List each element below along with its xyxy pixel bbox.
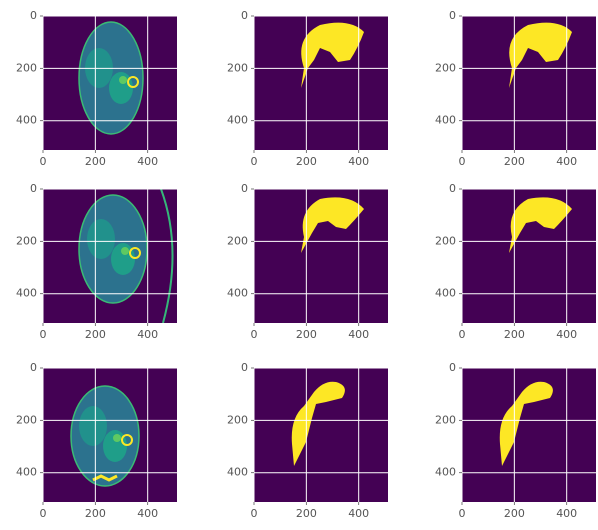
axes: 0 200 400 0 200 400 bbox=[16, 9, 177, 168]
x-tick-label: 200 bbox=[504, 155, 525, 168]
bowel bbox=[93, 476, 117, 480]
kidney bbox=[119, 76, 127, 84]
y-tick-label: 200 bbox=[227, 413, 248, 426]
figure: 0 200 400 0 200 400 0 200 400 0 200 400 0 200 400 0 200 4… bbox=[0, 0, 598, 530]
x-tick-label: 0 bbox=[251, 507, 258, 520]
axes: 0 200 400 0 200 400 bbox=[227, 9, 388, 168]
y-tick-label: 400 bbox=[435, 466, 456, 479]
y-tick-label: 0 bbox=[449, 361, 456, 374]
y-tick-label: 200 bbox=[435, 413, 456, 426]
y-tick-label: 0 bbox=[241, 9, 248, 22]
kidney bbox=[121, 247, 129, 255]
y-tick-label: 400 bbox=[435, 287, 456, 300]
y-tick-label: 400 bbox=[227, 466, 248, 479]
x-tick-label: 400 bbox=[348, 507, 369, 520]
image bbox=[254, 189, 388, 323]
x-tick-label: 400 bbox=[556, 328, 577, 341]
y-tick-label: 0 bbox=[241, 182, 248, 195]
x-tick-label: 0 bbox=[40, 507, 47, 520]
y-tick-label: 200 bbox=[227, 234, 248, 247]
x-tick-label: 400 bbox=[137, 507, 158, 520]
y-tick-label: 400 bbox=[435, 114, 456, 127]
y-tick-label: 0 bbox=[449, 182, 456, 195]
x-tick-label: 0 bbox=[459, 155, 466, 168]
x-tick-label: 0 bbox=[40, 328, 47, 341]
image bbox=[254, 16, 388, 150]
image bbox=[462, 189, 596, 323]
y-tick-label: 400 bbox=[16, 287, 37, 300]
axes: 0 200 400 0 200 400 bbox=[435, 9, 596, 168]
x-tick-label: 0 bbox=[251, 155, 258, 168]
axes: 0 200 400 0 200 400 bbox=[435, 182, 596, 341]
kidney bbox=[113, 434, 121, 442]
x-tick-label: 400 bbox=[137, 155, 158, 168]
image bbox=[43, 16, 177, 150]
image bbox=[462, 368, 596, 502]
axes: 0 200 400 0 200 400 bbox=[227, 182, 388, 341]
axes: 0 200 400 0 200 400 bbox=[227, 361, 388, 520]
x-tick-label: 400 bbox=[556, 507, 577, 520]
x-tick-label: 400 bbox=[137, 328, 158, 341]
y-tick-label: 400 bbox=[16, 114, 37, 127]
y-tick-label: 0 bbox=[241, 361, 248, 374]
x-tick-label: 200 bbox=[504, 507, 525, 520]
x-tick-label: 200 bbox=[85, 155, 106, 168]
x-tick-label: 200 bbox=[85, 328, 106, 341]
y-tick-label: 200 bbox=[435, 61, 456, 74]
y-tick-label: 400 bbox=[227, 287, 248, 300]
y-tick-label: 200 bbox=[435, 234, 456, 247]
image bbox=[43, 368, 177, 502]
y-tick-label: 200 bbox=[16, 234, 37, 247]
y-tick-label: 0 bbox=[30, 182, 37, 195]
x-tick-label: 200 bbox=[85, 507, 106, 520]
x-tick-label: 0 bbox=[251, 328, 258, 341]
x-tick-label: 200 bbox=[296, 328, 317, 341]
page: {"chart_data": [ {"type": "ct", "xlim": … bbox=[0, 0, 598, 530]
y-tick-label: 200 bbox=[227, 61, 248, 74]
x-tick-label: 200 bbox=[296, 155, 317, 168]
organ bbox=[79, 406, 107, 446]
image bbox=[462, 16, 596, 150]
x-tick-label: 0 bbox=[459, 507, 466, 520]
x-tick-label: 400 bbox=[348, 155, 369, 168]
image bbox=[254, 368, 388, 502]
axes: 0 200 400 0 200 400 bbox=[16, 361, 177, 520]
y-tick-label: 0 bbox=[30, 361, 37, 374]
y-tick-label: 400 bbox=[16, 466, 37, 479]
x-tick-label: 200 bbox=[504, 328, 525, 341]
x-tick-label: 0 bbox=[459, 328, 466, 341]
image bbox=[43, 189, 177, 323]
y-tick-label: 0 bbox=[449, 9, 456, 22]
y-tick-label: 200 bbox=[16, 413, 37, 426]
y-tick-label: 200 bbox=[16, 61, 37, 74]
x-tick-label: 400 bbox=[348, 328, 369, 341]
organ bbox=[87, 219, 115, 259]
y-tick-label: 400 bbox=[227, 114, 248, 127]
y-tick-label: 0 bbox=[30, 9, 37, 22]
x-tick-label: 200 bbox=[296, 507, 317, 520]
x-tick-label: 0 bbox=[40, 155, 47, 168]
axes: 0 200 400 0 200 400 bbox=[435, 361, 596, 520]
axes: 0 200 400 0 200 400 bbox=[16, 182, 177, 341]
x-tick-label: 400 bbox=[556, 155, 577, 168]
